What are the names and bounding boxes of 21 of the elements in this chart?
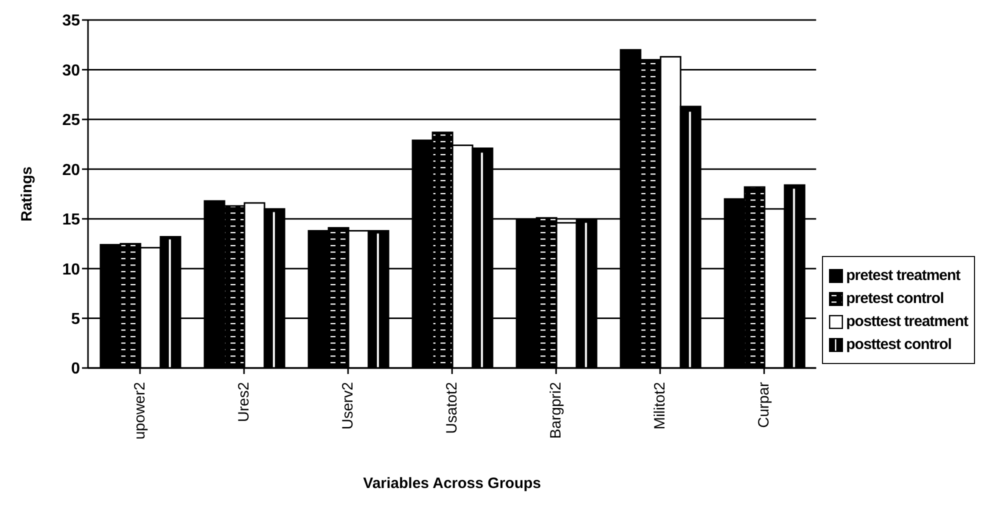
y-axis-title: Ratings <box>18 166 36 222</box>
legend-label: pretest control <box>846 290 944 307</box>
legend-label: posttest treatment <box>846 313 968 330</box>
y-tick-label: 35 <box>62 12 80 30</box>
x-tick-label: Usatot2 <box>444 382 461 434</box>
legend-label: posttest control <box>846 336 952 353</box>
y-tick-label: 10 <box>62 261 80 278</box>
legend-label: pretest treatment <box>846 267 960 284</box>
x-tick-label: Curpar <box>756 382 773 428</box>
y-tick-label: 20 <box>62 162 80 179</box>
y-tick-label: 0 <box>71 360 80 378</box>
x-tick-label: Bargpri2 <box>548 382 565 439</box>
x-tick-label: Userv2 <box>340 382 357 430</box>
y-tick-label: 15 <box>62 212 80 229</box>
y-tick-label: 25 <box>62 112 80 130</box>
y-tick-label: 30 <box>62 62 80 80</box>
x-tick-label: Ures2 <box>236 382 253 422</box>
x-tick-label: Militot2 <box>652 382 669 430</box>
y-tick-label: 5 <box>71 310 80 328</box>
x-tick-label: upower2 <box>132 382 149 440</box>
x-axis-title: Variables Across Groups <box>363 475 541 492</box>
